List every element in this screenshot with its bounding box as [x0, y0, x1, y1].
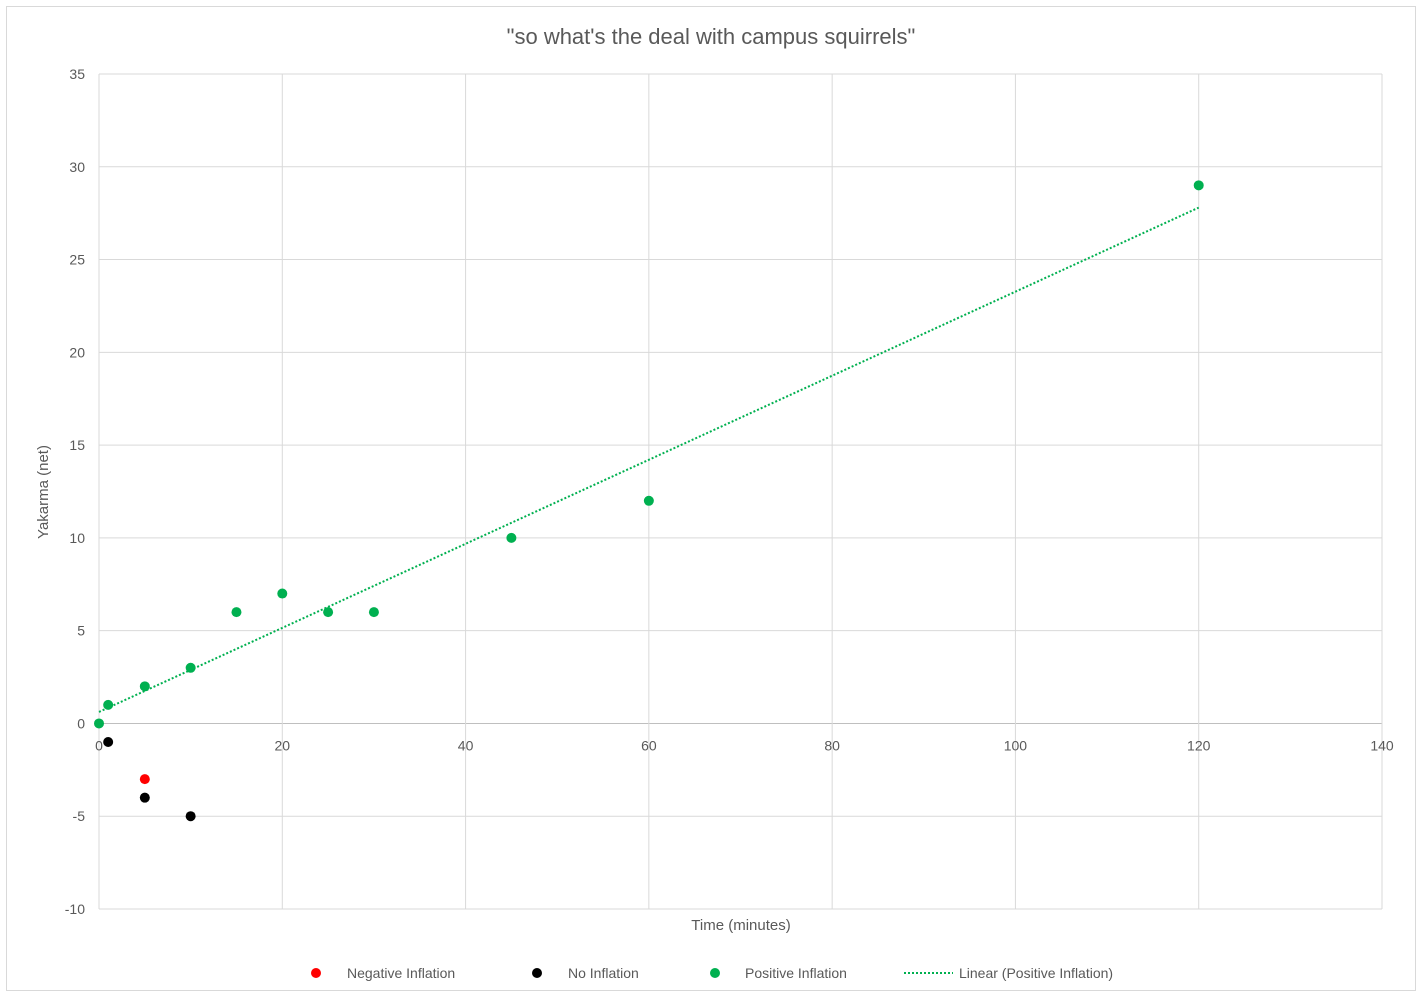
data-points — [94, 180, 1204, 822]
chart-frame — [6, 6, 1416, 991]
legend-label-negative-inflation: Negative Inflation — [347, 965, 455, 981]
legend-label-no-inflation: No Inflation — [568, 965, 639, 981]
data-point-positive-inflation — [139, 681, 150, 692]
data-point-negative-inflation — [139, 774, 150, 785]
y-tick-label: 20 — [69, 344, 85, 360]
data-point-positive-inflation — [231, 607, 242, 618]
data-point-positive-inflation — [368, 607, 379, 618]
legend-marker-positive-inflation — [710, 968, 720, 978]
data-point-positive-inflation — [277, 588, 288, 599]
data-point-positive-inflation — [103, 699, 114, 710]
y-tick-label: 35 — [69, 66, 85, 82]
data-point-positive-inflation — [1193, 180, 1204, 191]
data-point-no-inflation — [185, 811, 196, 822]
x-tick-label: 20 — [274, 737, 290, 753]
trendline-layer — [98, 206, 1200, 713]
x-tick-label: 60 — [641, 737, 657, 753]
y-axis-title: Yakarma (net) — [35, 445, 52, 539]
data-point-positive-inflation — [94, 718, 104, 729]
data-point-no-inflation — [139, 792, 150, 803]
x-tick-label: 140 — [1370, 737, 1394, 753]
trendline — [98, 206, 1200, 713]
x-tick-label: 120 — [1187, 737, 1211, 753]
x-axis-ticks: 0 20 40 60 80 100 120 140 — [95, 737, 1394, 753]
legend-label-positive-inflation: Positive Inflation — [745, 965, 847, 981]
y-tick-label: 15 — [69, 437, 85, 453]
gridlines — [98, 73, 1383, 910]
y-tick-label: 0 — [77, 715, 85, 731]
data-point-positive-inflation — [323, 607, 334, 618]
legend-marker-no-inflation — [532, 968, 542, 978]
data-point-positive-inflation — [185, 662, 196, 673]
y-axis-ticks: -10 -5 0 5 10 15 20 25 30 35 — [65, 66, 85, 917]
x-tick-label: 0 — [95, 737, 103, 753]
legend-marker-negative-inflation — [311, 968, 321, 978]
y-tick-label: 25 — [69, 252, 85, 268]
data-point-no-inflation — [103, 737, 114, 747]
y-tick-label: 10 — [69, 530, 85, 546]
y-tick-label: 30 — [69, 159, 85, 175]
y-tick-label: -5 — [73, 808, 86, 824]
x-tick-label: 100 — [1004, 737, 1028, 753]
data-point-positive-inflation — [643, 495, 654, 506]
y-tick-label: -10 — [65, 901, 85, 917]
x-tick-label: 40 — [458, 737, 474, 753]
y-tick-label: 5 — [77, 623, 85, 639]
legend-label-trendline: Linear (Positive Inflation) — [959, 965, 1113, 981]
legend: Negative Inflation No Inflation Positive I… — [311, 965, 1113, 981]
x-tick-label: 80 — [824, 737, 840, 753]
chart-title: "so what's the deal with campus squirrel… — [507, 24, 916, 49]
data-point-positive-inflation — [506, 532, 517, 543]
x-axis-title: Time (minutes) — [691, 917, 790, 934]
